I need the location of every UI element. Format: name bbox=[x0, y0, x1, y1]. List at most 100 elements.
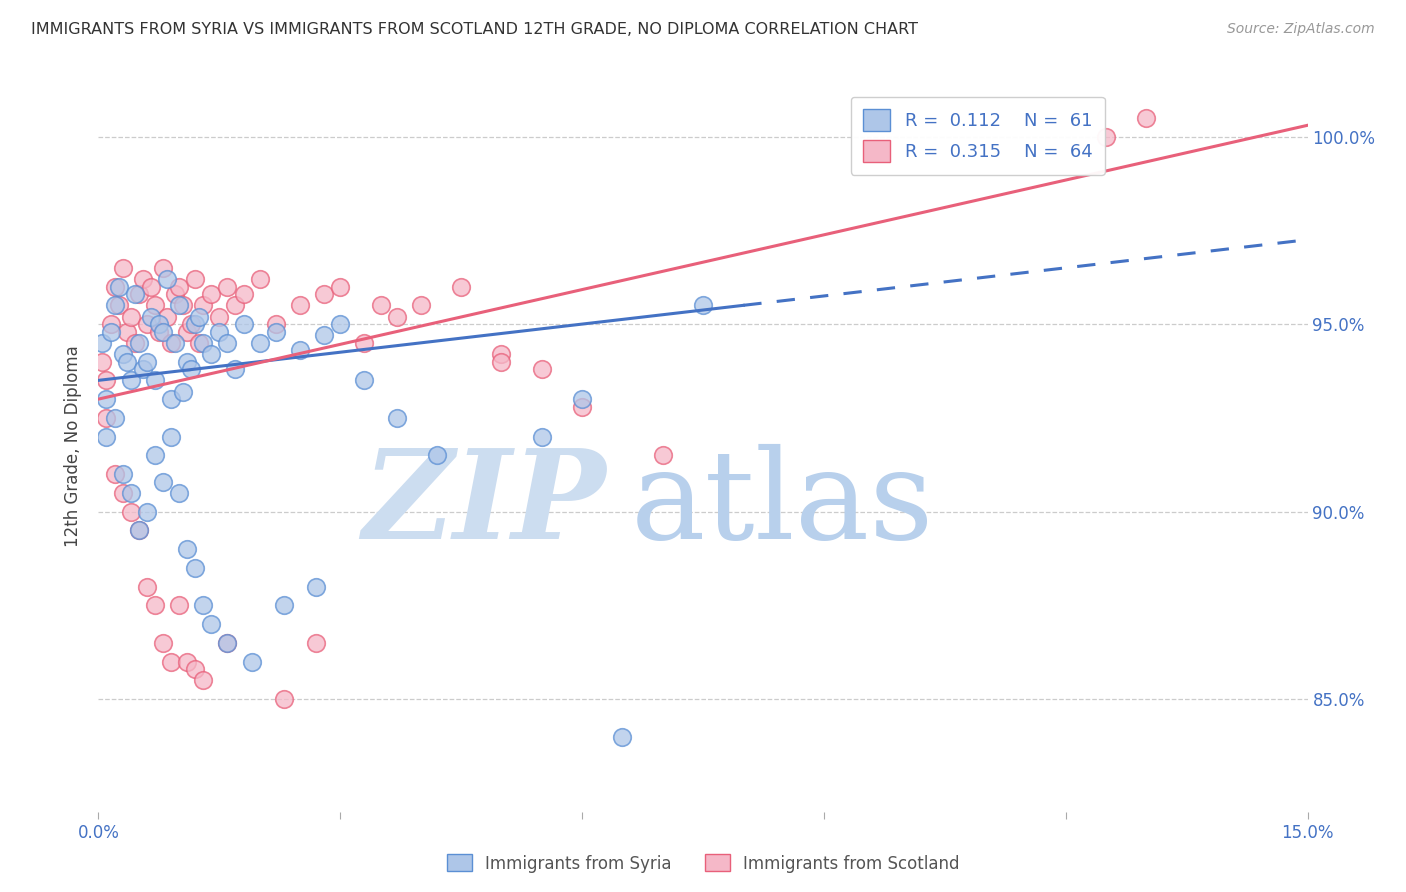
Point bbox=[232, 317, 254, 331]
Point bbox=[111, 467, 134, 482]
Point bbox=[184, 561, 207, 575]
Point bbox=[96, 429, 118, 443]
Point bbox=[184, 272, 207, 286]
Point bbox=[143, 449, 166, 463]
Point bbox=[160, 392, 183, 406]
Point bbox=[176, 354, 198, 368]
Point bbox=[314, 287, 336, 301]
Point bbox=[264, 325, 287, 339]
Point bbox=[163, 287, 186, 301]
Point bbox=[1135, 111, 1157, 125]
Point bbox=[571, 392, 593, 406]
Point bbox=[353, 335, 375, 350]
Point bbox=[103, 279, 125, 293]
Point bbox=[329, 279, 352, 293]
Text: Source: ZipAtlas.com: Source: ZipAtlas.com bbox=[1227, 22, 1375, 37]
Point bbox=[176, 542, 198, 557]
Point bbox=[612, 730, 634, 744]
Point bbox=[143, 298, 166, 312]
Point bbox=[208, 310, 231, 324]
Point bbox=[124, 287, 146, 301]
Point bbox=[273, 599, 295, 613]
Point bbox=[232, 287, 254, 301]
Point bbox=[152, 636, 174, 650]
Point bbox=[288, 298, 311, 312]
Point bbox=[167, 298, 190, 312]
Point bbox=[217, 279, 239, 293]
Point bbox=[176, 325, 198, 339]
Point bbox=[167, 599, 190, 613]
Point bbox=[143, 599, 166, 613]
Point bbox=[91, 354, 114, 368]
Point bbox=[132, 272, 155, 286]
Point bbox=[426, 449, 449, 463]
Point bbox=[139, 279, 162, 293]
Point bbox=[249, 335, 271, 350]
Point bbox=[163, 335, 186, 350]
Point bbox=[172, 298, 194, 312]
Point bbox=[184, 317, 207, 331]
Point bbox=[305, 636, 328, 650]
Point bbox=[224, 298, 246, 312]
Point bbox=[692, 298, 714, 312]
Point bbox=[107, 298, 129, 312]
Point bbox=[167, 279, 190, 293]
Point bbox=[314, 328, 336, 343]
Point bbox=[100, 317, 122, 331]
Point bbox=[491, 347, 513, 361]
Point bbox=[491, 354, 513, 368]
Point bbox=[128, 524, 150, 538]
Point bbox=[385, 410, 408, 425]
Point bbox=[120, 310, 142, 324]
Legend: Immigrants from Syria, Immigrants from Scotland: Immigrants from Syria, Immigrants from S… bbox=[440, 847, 966, 880]
Point bbox=[135, 505, 157, 519]
Point bbox=[103, 298, 125, 312]
Point bbox=[200, 617, 222, 632]
Point bbox=[128, 335, 150, 350]
Point bbox=[530, 429, 553, 443]
Point bbox=[139, 310, 162, 324]
Point bbox=[111, 486, 134, 500]
Point bbox=[305, 580, 328, 594]
Point bbox=[188, 310, 211, 324]
Point bbox=[530, 362, 553, 376]
Point bbox=[224, 362, 246, 376]
Point bbox=[180, 317, 202, 331]
Text: ZIP: ZIP bbox=[363, 443, 606, 566]
Point bbox=[148, 317, 170, 331]
Point bbox=[120, 505, 142, 519]
Point bbox=[156, 272, 179, 286]
Point bbox=[128, 287, 150, 301]
Text: IMMIGRANTS FROM SYRIA VS IMMIGRANTS FROM SCOTLAND 12TH GRADE, NO DIPLOMA CORRELA: IMMIGRANTS FROM SYRIA VS IMMIGRANTS FROM… bbox=[31, 22, 918, 37]
Point bbox=[111, 260, 134, 275]
Point bbox=[148, 325, 170, 339]
Point bbox=[152, 475, 174, 489]
Point bbox=[167, 486, 190, 500]
Point bbox=[120, 373, 142, 387]
Point bbox=[264, 317, 287, 331]
Text: atlas: atlas bbox=[630, 444, 934, 565]
Point bbox=[193, 673, 215, 688]
Point bbox=[160, 655, 183, 669]
Point bbox=[329, 317, 352, 331]
Point bbox=[208, 325, 231, 339]
Point bbox=[240, 655, 263, 669]
Point bbox=[96, 373, 118, 387]
Point bbox=[160, 429, 183, 443]
Legend: R =  0.112    N =  61, R =  0.315    N =  64: R = 0.112 N = 61, R = 0.315 N = 64 bbox=[851, 96, 1105, 175]
Point bbox=[217, 335, 239, 350]
Point bbox=[152, 325, 174, 339]
Point bbox=[132, 362, 155, 376]
Point bbox=[156, 310, 179, 324]
Point bbox=[193, 599, 215, 613]
Point bbox=[135, 354, 157, 368]
Point bbox=[124, 335, 146, 350]
Point bbox=[103, 410, 125, 425]
Point bbox=[115, 325, 138, 339]
Point bbox=[96, 410, 118, 425]
Point bbox=[115, 354, 138, 368]
Point bbox=[128, 524, 150, 538]
Point bbox=[193, 335, 215, 350]
Point bbox=[120, 486, 142, 500]
Point bbox=[107, 279, 129, 293]
